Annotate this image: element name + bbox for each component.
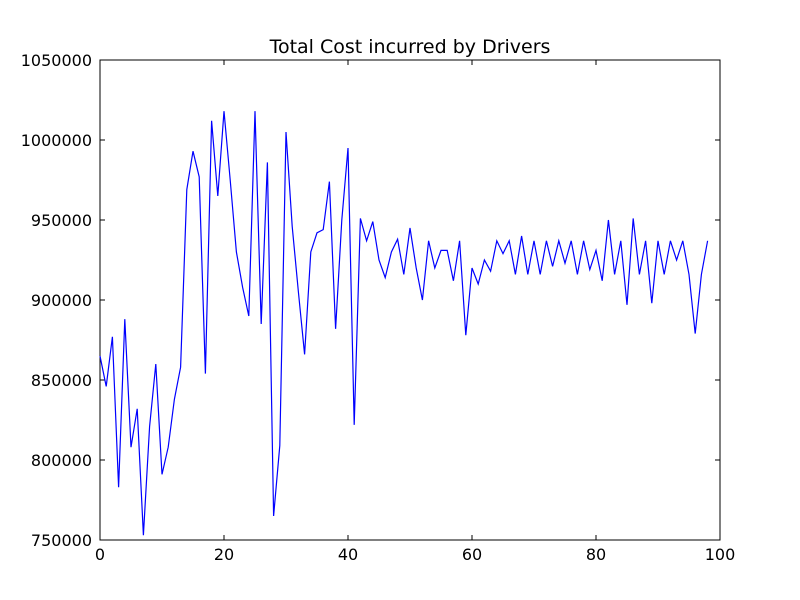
chart-title: Total Cost incurred by Drivers (269, 36, 551, 58)
x-tick-label: 20 (214, 545, 234, 564)
y-tick-label: 750000 (31, 531, 92, 550)
x-tick-label: 60 (462, 545, 482, 564)
series-layer (99, 111, 709, 536)
series-line (99, 111, 709, 536)
y-tick-label: 900000 (31, 291, 92, 310)
y-tick-label: 950000 (31, 211, 92, 230)
y-tick-label: 800000 (31, 451, 92, 470)
y-tick-label: 1000000 (21, 131, 92, 150)
x-tick-label: 80 (586, 545, 606, 564)
y-tick-label: 850000 (31, 371, 92, 390)
y-axis: 750000 800000 850000 900000 950000 1000000 105… (21, 51, 720, 550)
x-axis: 0 20 40 60 80 100 (95, 60, 735, 564)
y-tick-label: 1050000 (21, 51, 92, 70)
x-tick-label: 0 (95, 545, 105, 564)
x-tick-label: 40 (338, 545, 358, 564)
x-tick-label: 100 (705, 545, 736, 564)
